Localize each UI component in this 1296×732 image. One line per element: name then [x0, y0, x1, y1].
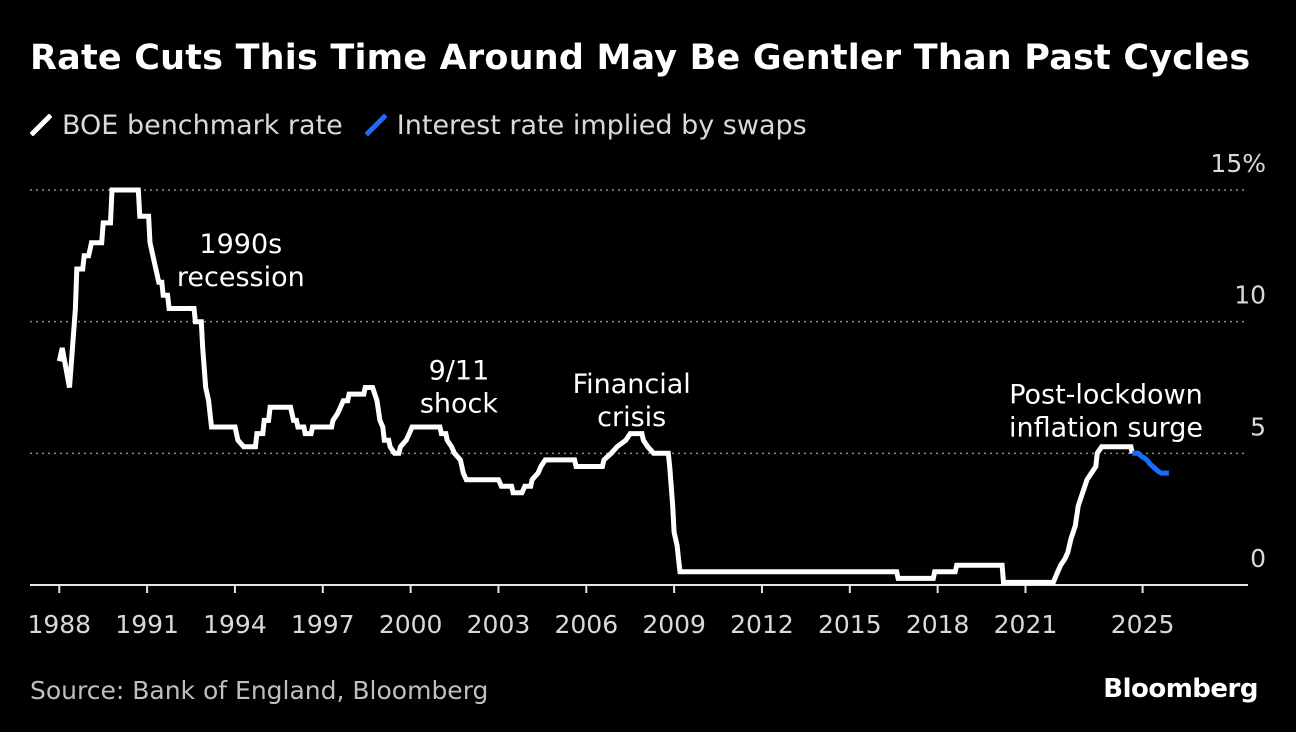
annotation-line: shock — [420, 389, 499, 420]
bloomberg-logo: Bloomberg — [1103, 674, 1258, 704]
x-tick-label: 2012 — [730, 610, 794, 639]
x-tick-label: 1994 — [203, 610, 267, 639]
y-tick-label: 0 — [1250, 544, 1266, 573]
x-tick-label: 2009 — [642, 610, 706, 639]
annotation-line: 9/11 — [429, 356, 490, 387]
annotation-line: crisis — [597, 402, 666, 433]
x-tick-label: 1997 — [291, 610, 355, 639]
series-line-boe-rate — [56, 187, 1135, 585]
x-tick-label: 2000 — [379, 610, 443, 639]
x-tick-label: 2021 — [994, 610, 1058, 639]
annotation-line: inflation surge — [1009, 412, 1203, 443]
legend-item-swaps: Interest rate implied by swaps — [364, 109, 807, 141]
annotation-line: 1990s — [199, 229, 282, 260]
legend-label-boe: BOE benchmark rate — [62, 109, 343, 141]
x-tick-label: 2006 — [554, 610, 618, 639]
source-note: Source: Bank of England, Bloomberg — [30, 676, 489, 705]
chart-title: Rate Cuts This Time Around May Be Gentle… — [30, 38, 1251, 78]
x-tick-label: 1991 — [115, 610, 179, 639]
y-tick-label: 15% — [1210, 149, 1266, 178]
annotation-line: Financial — [573, 369, 691, 400]
x-tick-label: 2003 — [467, 610, 531, 639]
legend-label-swaps: Interest rate implied by swaps — [396, 109, 807, 141]
x-tick-label: 2015 — [818, 610, 882, 639]
x-tick-label: 2025 — [1111, 610, 1175, 639]
y-tick-label: 10 — [1234, 281, 1266, 310]
y-tick-label: 5 — [1250, 412, 1266, 441]
x-tick-label: 1988 — [27, 610, 91, 639]
x-tick-label: 2018 — [906, 610, 970, 639]
annotation-line: Post-lockdown — [1009, 379, 1203, 410]
legend-item-boe: BOE benchmark rate — [30, 110, 343, 141]
series-line-swaps-implied — [1132, 450, 1169, 476]
annotation-line: recession — [177, 262, 305, 293]
white-line-swatch-icon — [30, 114, 52, 136]
blue-line-swatch-icon — [364, 114, 387, 136]
legend: BOE benchmark rate Interest rate implied… — [30, 108, 829, 142]
